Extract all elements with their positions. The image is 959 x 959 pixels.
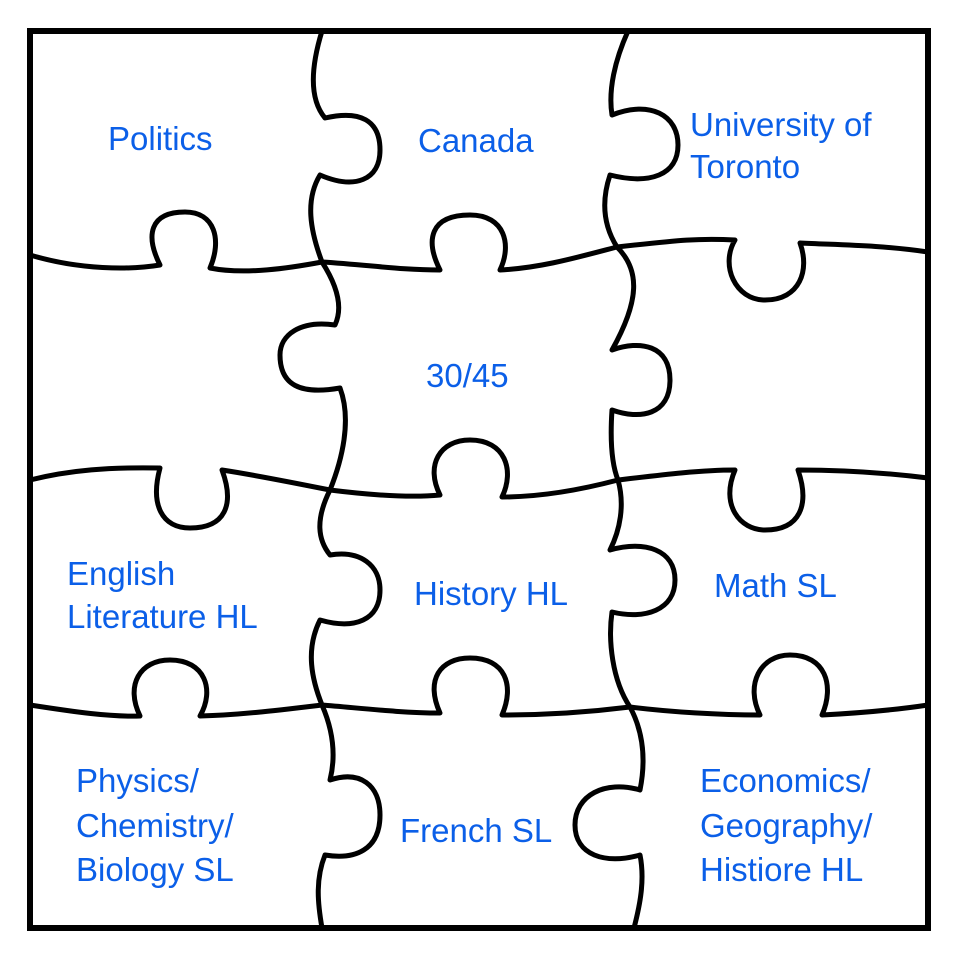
cut-line-row-1 <box>27 209 931 303</box>
piece-label: History HL <box>414 575 568 612</box>
piece-label: Geography/ <box>700 807 873 844</box>
piece-label: Math SL <box>714 567 837 604</box>
piece-label: University of <box>690 106 872 143</box>
piece-label: Economics/ <box>700 762 871 799</box>
piece-humanities: Economics/ Geography/ Histiore HL <box>700 762 873 888</box>
piece-label: French SL <box>400 812 552 849</box>
piece-label: Canada <box>418 122 534 159</box>
piece-score: 30/45 <box>426 357 509 394</box>
piece-english: English Literature HL <box>67 555 258 635</box>
piece-label: Histiore HL <box>700 851 863 888</box>
cut-line-row-3 <box>27 652 931 719</box>
cut-line-col-2 <box>572 28 681 931</box>
piece-label: Chemistry/ <box>76 807 235 844</box>
piece-label: Politics <box>108 120 213 157</box>
piece-french: French SL <box>400 812 552 849</box>
piece-politics: Politics <box>108 120 213 157</box>
piece-label: Literature HL <box>67 598 258 635</box>
piece-university: University of Toronto <box>690 106 872 185</box>
piece-math: Math SL <box>714 567 837 604</box>
piece-label: English <box>67 555 175 592</box>
piece-canada: Canada <box>418 122 534 159</box>
piece-label: Toronto <box>690 148 800 185</box>
cut-line-row-2 <box>27 437 931 533</box>
piece-history: History HL <box>414 575 568 612</box>
cut-line-col-1 <box>277 28 383 931</box>
piece-label: Biology SL <box>76 851 234 888</box>
piece-label: Physics/ <box>76 762 200 799</box>
piece-sciences: Physics/ Chemistry/ Biology SL <box>76 762 235 888</box>
piece-label: 30/45 <box>426 357 509 394</box>
